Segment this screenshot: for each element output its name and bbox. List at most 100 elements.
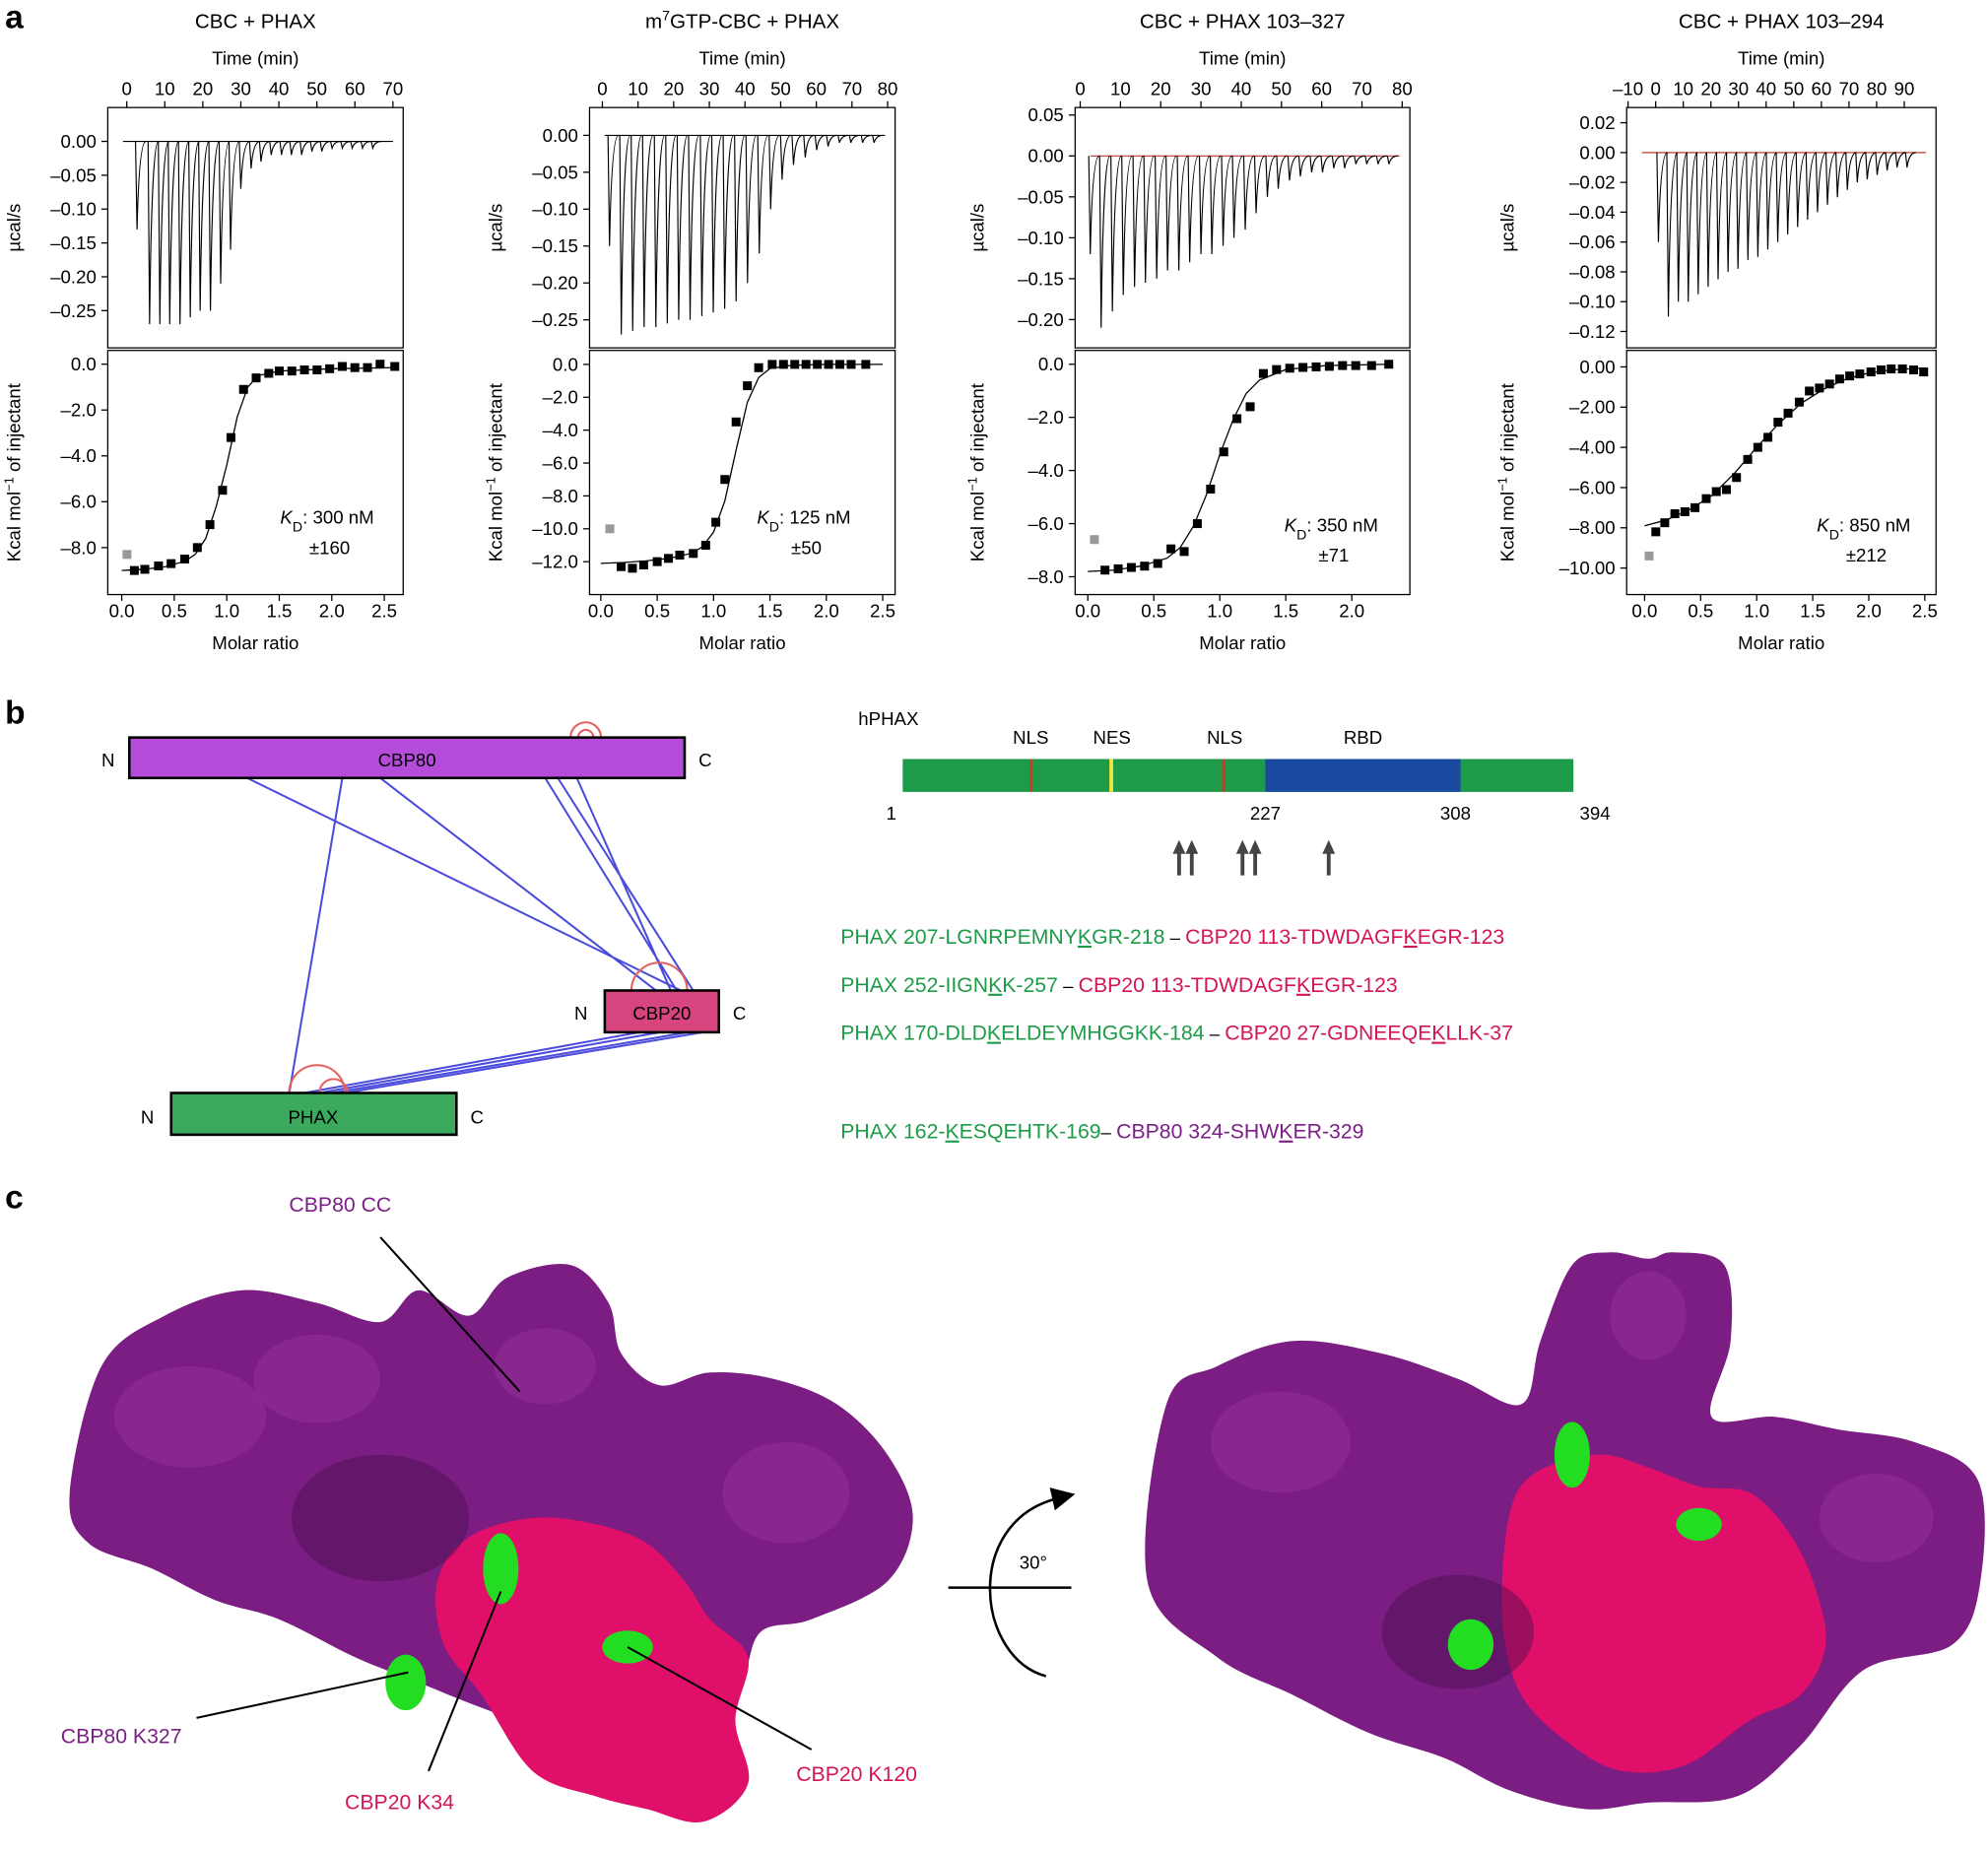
phax-peptide: K xyxy=(1078,926,1092,949)
domain-rbd xyxy=(1265,759,1461,792)
kd-annotation: KD: 350 nM xyxy=(1285,514,1378,542)
y-axis-label-part: −1 xyxy=(483,477,497,492)
domain-map-title: hPHAX xyxy=(858,708,919,729)
x-tick-label: 40 xyxy=(735,78,756,99)
x-tick-label: 20 xyxy=(663,78,684,99)
data-point xyxy=(337,362,347,371)
crosslink-peptide: PHAX 207-LGNRPEMNYKGR-218 – CBP20 113-TD… xyxy=(840,926,1504,949)
injection-peak xyxy=(1110,155,1122,312)
surface-highlight xyxy=(1610,1271,1687,1360)
x-axis-label: Time (min) xyxy=(212,48,298,69)
injection-peak xyxy=(1656,152,1668,242)
chart: 0 10 20 30 40 50 60 70 80 0.05 0.00 –0.05 –0.10 –0.15… xyxy=(967,10,1413,349)
plot-frame xyxy=(1074,350,1411,596)
y-tick-label: –0.15 xyxy=(532,235,578,256)
data-point xyxy=(375,360,385,369)
kd-annotation: KD: 125 nM xyxy=(757,507,850,535)
injection-peak xyxy=(208,140,221,311)
injection-peak xyxy=(370,140,382,151)
data-point xyxy=(122,550,132,560)
phax-peptide: PHAX 170-DLD xyxy=(840,1023,987,1045)
data-point xyxy=(1324,362,1334,371)
plot-frame xyxy=(588,106,896,349)
data-point xyxy=(1192,519,1202,529)
x-tick-label: 90 xyxy=(1894,78,1915,99)
x-tick-label: 0.5 xyxy=(162,601,187,622)
kd-symbol: K xyxy=(280,507,294,528)
protein-label: CBP80 xyxy=(378,750,436,770)
chart-title-part: m xyxy=(645,10,662,33)
chart: 0.0 0.5 1.0 1.5 2.0 0.0 –2.0 –4.0 –6.0 –8.0 Molar … xyxy=(964,350,1411,653)
y-axis-label-part: of injectant xyxy=(486,382,506,477)
partner-peptide: CBP20 113-TDWDAGF xyxy=(1079,974,1296,997)
phax-peptide: PHAX 207-LGNRPEMNY xyxy=(840,926,1078,949)
fit-line xyxy=(600,364,884,564)
structure-label: CBP20 K120 xyxy=(796,1763,917,1786)
injection-peak xyxy=(258,140,271,163)
self-link xyxy=(288,721,689,1093)
lysine-site xyxy=(1447,1619,1494,1671)
kd-value: : 850 nM xyxy=(1839,514,1911,535)
injection-peak xyxy=(1265,155,1277,197)
partner-peptide: K xyxy=(1431,1023,1445,1045)
y-tick-label: –4.0 xyxy=(1027,460,1063,481)
domain-map: hPHAX NLS NES NLS RBD 1 227 308 394 xyxy=(858,708,1611,876)
injection-peak xyxy=(641,134,654,328)
x-tick-label: 1.0 xyxy=(1207,601,1232,622)
y-tick-label: –8.0 xyxy=(1027,566,1063,587)
panel-letter: a xyxy=(5,0,24,35)
phax-peptide: K xyxy=(988,974,1002,997)
injection-peak xyxy=(1088,155,1100,254)
injection-peak xyxy=(134,140,147,230)
y-tick-label: –2.0 xyxy=(543,387,578,408)
y-tick-label: –0.10 xyxy=(50,199,97,220)
injection-peak xyxy=(1242,155,1255,231)
injection-peak xyxy=(791,134,803,165)
y-axis-label-part: Kcal mol xyxy=(4,492,25,562)
structure-label: CBP80 CC xyxy=(289,1194,391,1217)
x-tick-label: 10 xyxy=(628,78,648,99)
x-tick-label: 40 xyxy=(1231,78,1252,99)
data-point xyxy=(700,540,710,550)
data-point xyxy=(1824,379,1834,389)
injection-peak xyxy=(1354,155,1365,165)
x-axis-label: Time (min) xyxy=(698,48,785,69)
data-point xyxy=(1919,367,1929,377)
injection-peak xyxy=(688,134,700,320)
y-tick-label: –4.00 xyxy=(1569,437,1616,458)
protein-label: PHAX xyxy=(288,1106,338,1127)
data-point xyxy=(1245,402,1255,412)
fit-line xyxy=(1088,364,1392,572)
surface-shadow xyxy=(292,1454,470,1582)
kd-subscript: D xyxy=(1296,526,1306,542)
kd-error: ±50 xyxy=(791,537,822,558)
y-tick-label: 0.02 xyxy=(1579,112,1615,133)
data-point xyxy=(1366,361,1376,370)
separator: – xyxy=(1101,1122,1117,1143)
terminus-label: C xyxy=(470,1106,483,1127)
data-point xyxy=(180,554,190,563)
panel-letter: b xyxy=(5,695,25,732)
y-axis-label: µcal/s xyxy=(486,204,506,252)
separator: – xyxy=(1164,927,1185,948)
partner-peptide: LLK-37 xyxy=(1445,1023,1512,1045)
arrow-head xyxy=(1172,839,1336,854)
y-tick-label: 0.0 xyxy=(1038,354,1064,374)
data-point xyxy=(1794,397,1804,407)
y-axis-label-part: of injectant xyxy=(4,382,25,477)
domain-label: NLS xyxy=(1013,727,1048,748)
y-tick-label: –0.05 xyxy=(532,162,578,182)
injection-peak xyxy=(1815,152,1827,213)
lysine-site xyxy=(1554,1422,1590,1488)
y-axis-label-part: Kcal mol xyxy=(967,492,988,562)
injection-peak xyxy=(1695,152,1708,295)
residue-number: 227 xyxy=(1250,803,1281,824)
residue-number: 1 xyxy=(887,803,896,824)
partner-peptide: CBP20 113-TDWDAGF xyxy=(1185,926,1403,949)
y-axis-label-part: of injectant xyxy=(967,382,988,477)
y-tick-label: 0.00 xyxy=(61,131,97,152)
surface-highlight xyxy=(113,1365,267,1468)
x-tick-label: 1.5 xyxy=(1800,601,1825,622)
surface-highlight xyxy=(722,1441,850,1544)
